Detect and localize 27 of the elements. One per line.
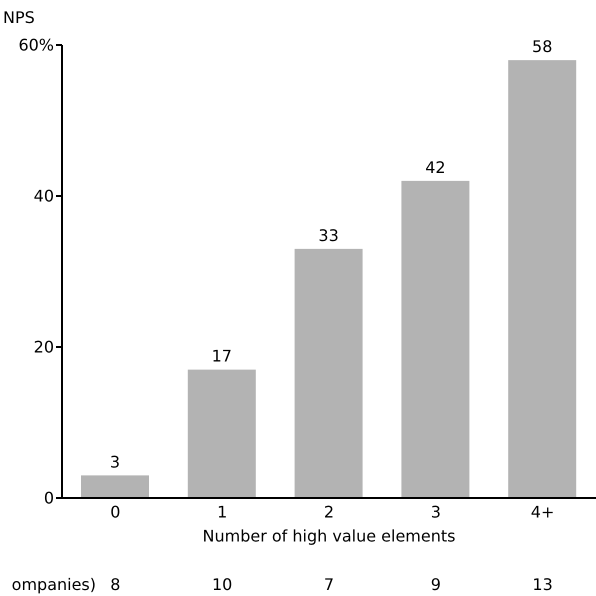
bar: [508, 60, 576, 498]
x-tick-label: 4+: [530, 502, 554, 522]
text: 10: [211, 575, 234, 594]
data-label: 33: [318, 226, 339, 245]
text: 7: [322, 575, 336, 594]
text: ompanies): [12, 575, 96, 594]
data-label: 42: [425, 158, 446, 177]
data-label: 17: [212, 346, 232, 366]
text: 9: [430, 575, 442, 594]
bar: [81, 475, 149, 498]
text: 13: [531, 575, 554, 594]
x-axis-title: Number of high value elements: [202, 526, 456, 546]
bar: [188, 370, 256, 498]
text: 8: [110, 575, 120, 594]
x-tick-label: 2: [324, 502, 334, 522]
y-tick-label: 60%: [18, 36, 54, 55]
y-tick-label: 40: [34, 186, 54, 206]
x-tick-label: 1: [217, 502, 228, 522]
y-tick-label: 20: [34, 338, 54, 357]
data-label: 3: [110, 452, 120, 472]
y-axis-title: NPS: [3, 8, 35, 27]
y-tick-label: 0: [44, 488, 54, 508]
bar: [401, 180, 470, 498]
x-tick-label: 0: [110, 502, 120, 522]
x-tick-label: 3: [430, 502, 441, 522]
data-label: 58: [532, 37, 552, 56]
bar: [294, 248, 363, 498]
